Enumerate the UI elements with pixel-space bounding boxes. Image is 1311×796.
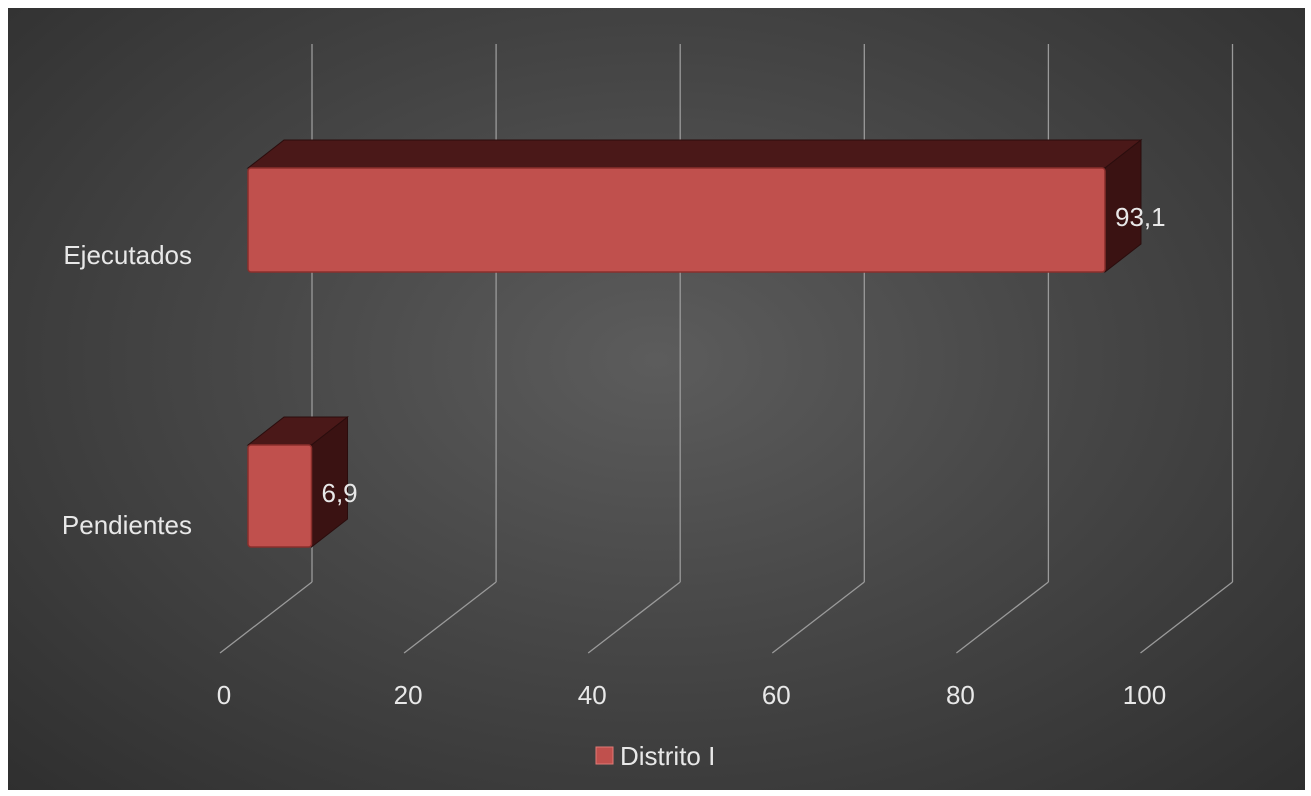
x-tick-label: 60 — [762, 680, 791, 710]
legend-swatch — [595, 746, 614, 765]
bar — [247, 167, 1106, 273]
gridline-floor — [403, 581, 497, 654]
legend-label: Distrito I — [620, 741, 715, 771]
x-tick-label: 100 — [1123, 680, 1166, 710]
bar — [247, 444, 313, 548]
x-tick-label: 40 — [578, 680, 607, 710]
chart-area: 0 20 40 60 80 100 93,1 Ejecutados 6,9 Pendientes D… — [8, 8, 1305, 790]
category-label: Ejecutados — [63, 240, 192, 270]
gridline-floor — [219, 581, 313, 654]
x-tick-label: 20 — [394, 680, 423, 710]
gridline-floor — [771, 581, 865, 654]
bar-top-face — [246, 139, 1143, 169]
gridline-floor — [956, 581, 1049, 654]
gridline-floor — [1140, 581, 1233, 654]
category-label: Pendientes — [62, 510, 192, 540]
x-tick-label: 80 — [946, 680, 975, 710]
gridline-floor — [587, 581, 681, 654]
bar-chart: 0 20 40 60 80 100 93,1 Ejecutados 6,9 Pendientes D… — [62, 44, 1234, 771]
x-tick-label: 0 — [217, 680, 231, 710]
data-label: 93,1 — [1115, 202, 1166, 232]
data-label: 6,9 — [322, 478, 358, 508]
